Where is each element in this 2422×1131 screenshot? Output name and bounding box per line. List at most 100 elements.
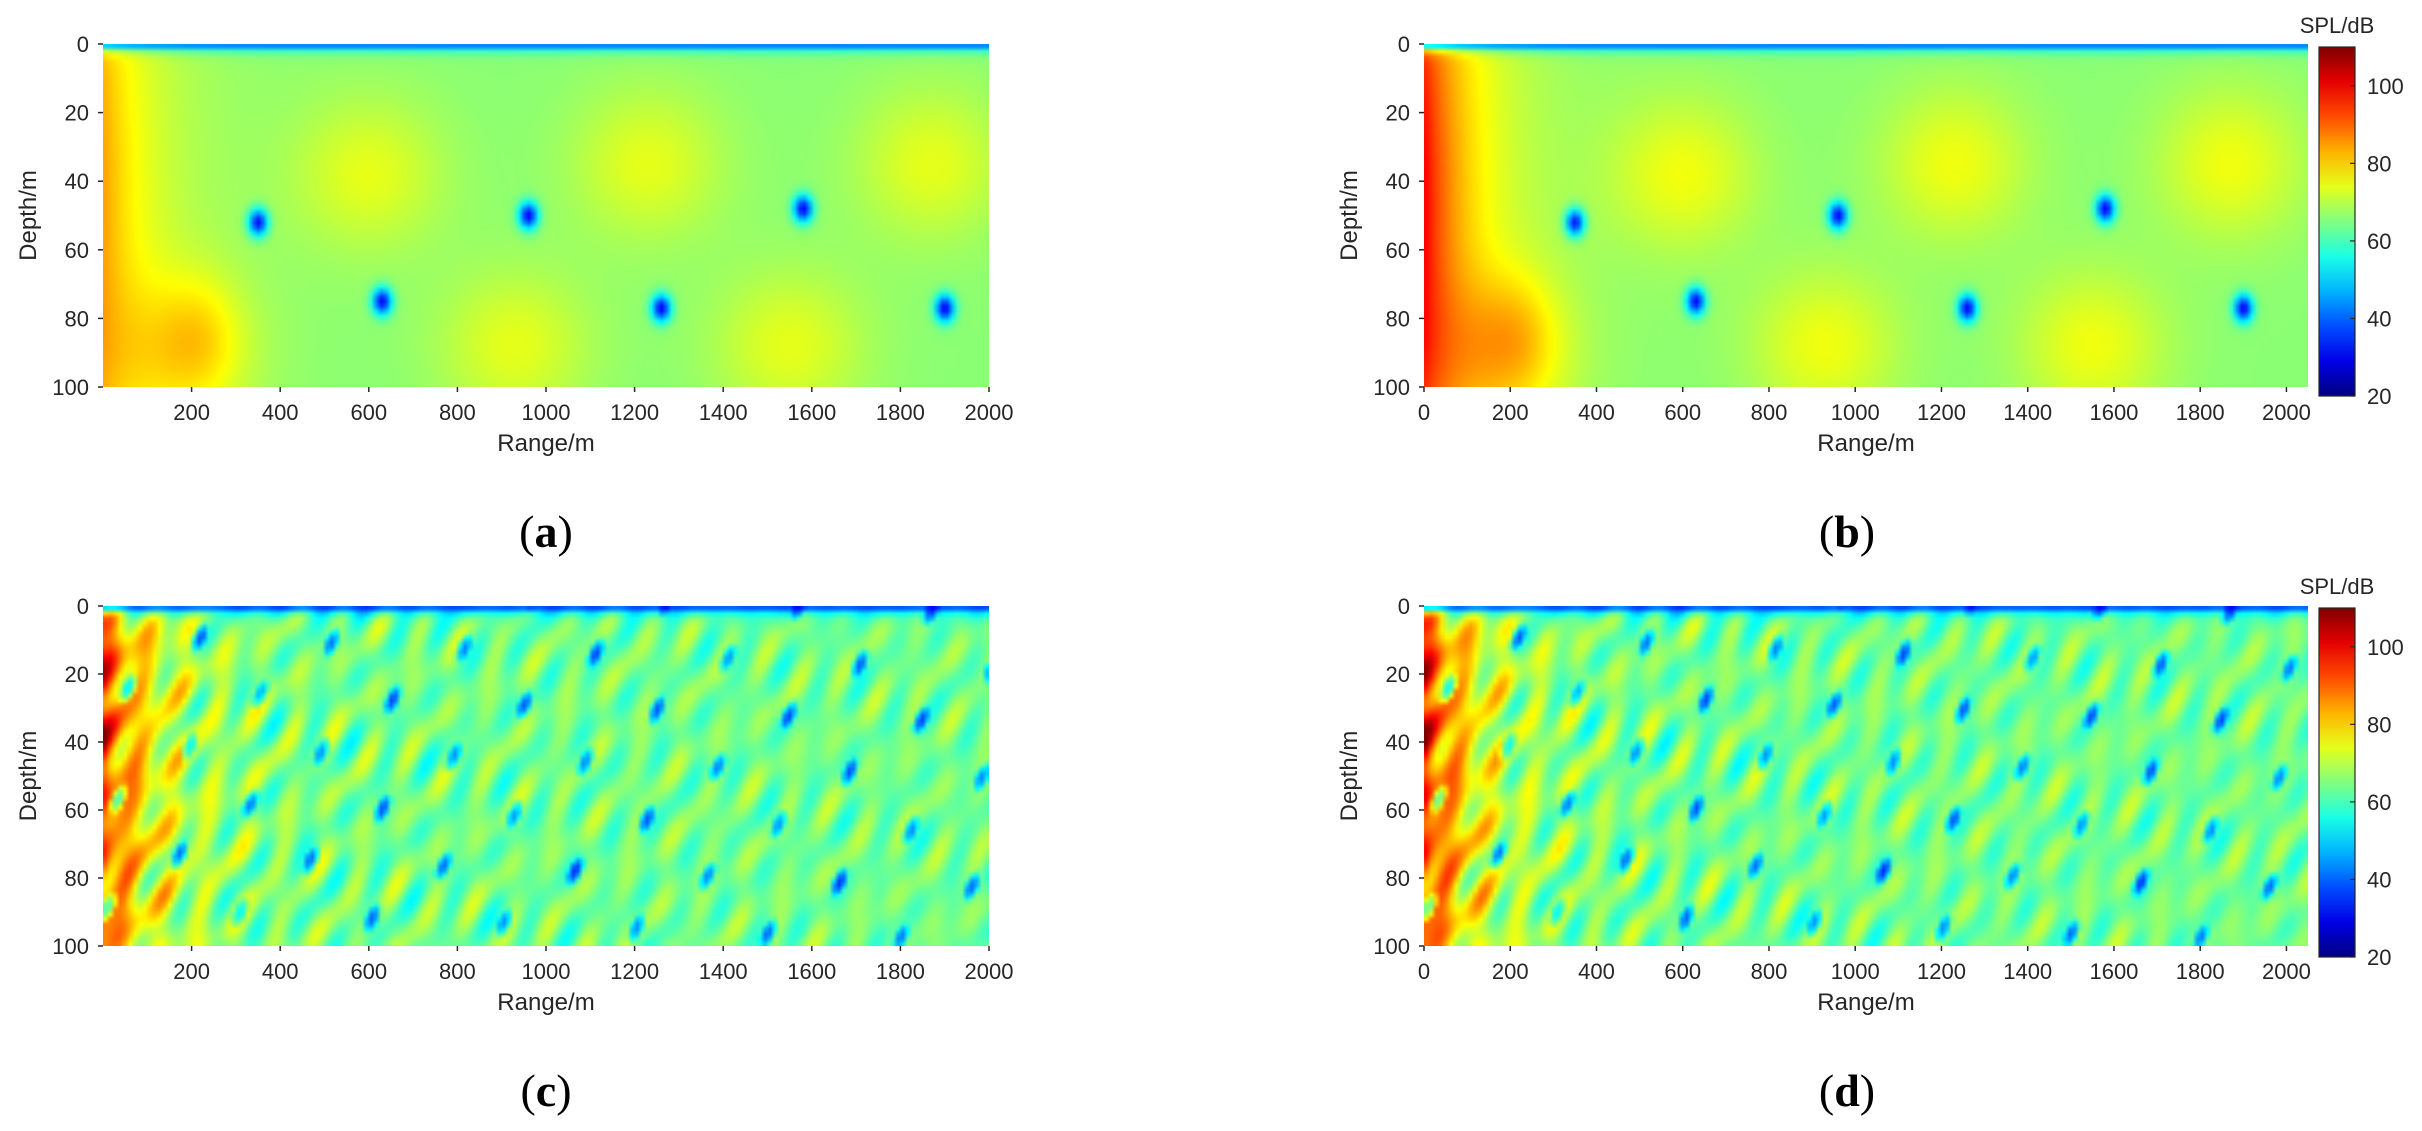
x-tick-label: 600: [350, 400, 387, 425]
x-tick-label: 1600: [2089, 959, 2138, 984]
colorbar-tick-label: 80: [2367, 712, 2391, 737]
x-tick-label: 800: [439, 400, 476, 425]
y-tick-label: 60: [65, 238, 89, 263]
y-tick-label: 100: [1373, 375, 1410, 400]
y-axis-label: Depth/m: [1336, 170, 1363, 261]
panel-caption: (d): [1819, 1065, 1875, 1116]
y-tick-label: 60: [1386, 798, 1410, 823]
x-tick-label: 1000: [1831, 400, 1880, 425]
y-tick-label: 0: [1398, 594, 1410, 619]
x-tick-label: 800: [1751, 959, 1788, 984]
panel-c: 0 20 40 60 80 100 200 400 600 800 1000 1200 1400 1600…: [15, 594, 1013, 1116]
x-tick-label: 800: [1751, 400, 1788, 425]
x-tick-label: 1000: [522, 959, 571, 984]
colorbar-tick-label: 100: [2367, 74, 2404, 99]
x-tick-label: 400: [262, 959, 299, 984]
panel-caption: (c): [520, 1065, 571, 1116]
x-axis-label: Range/m: [1817, 430, 1914, 457]
x-tick-label: 1600: [787, 959, 836, 984]
x-tick-label: 200: [173, 400, 210, 425]
x-tick-label: 1200: [1917, 959, 1966, 984]
y-tick-label: 80: [65, 306, 89, 331]
x-tick-label: 1000: [522, 400, 571, 425]
x-tick-label: 1800: [2176, 959, 2225, 984]
x-tick-label: 1200: [610, 400, 659, 425]
panel-caption: (b): [1819, 506, 1875, 557]
x-tick-label: 800: [439, 959, 476, 984]
y-tick-label: 80: [1386, 866, 1410, 891]
x-tick-label: 400: [1578, 400, 1615, 425]
heatmap-c: [103, 606, 989, 946]
x-tick-label: 1800: [876, 959, 925, 984]
x-tick-label: 2000: [2262, 959, 2311, 984]
y-tick-label: 20: [1386, 101, 1410, 126]
x-tick-label: 600: [1664, 959, 1701, 984]
colorbar-b: [2318, 46, 2356, 397]
colorbar-tick-label: 20: [2367, 945, 2391, 970]
y-axis-label: Depth/m: [15, 170, 42, 261]
x-tick-label: 200: [173, 959, 210, 984]
x-tick-label: 2000: [965, 400, 1014, 425]
x-tick-label: 400: [262, 400, 299, 425]
x-tick-label: 0: [1418, 400, 1430, 425]
y-tick-label: 40: [1386, 730, 1410, 755]
x-tick-label: 2000: [965, 959, 1014, 984]
x-tick-label: 1400: [699, 400, 748, 425]
panel-caption: (a): [519, 506, 573, 557]
y-tick-label: 60: [65, 798, 89, 823]
panel-a: 0 20 40 60 80 100 200 400 600 800 1000 1200 1400 1600…: [15, 32, 1013, 557]
y-tick-label: 40: [1386, 169, 1410, 194]
x-tick-label: 2000: [2262, 400, 2311, 425]
y-tick-label: 80: [1386, 306, 1410, 331]
colorbar-tick-label: 60: [2367, 790, 2391, 815]
colorbar-tick-label: 40: [2367, 306, 2391, 331]
colorbar-tick-label: 80: [2367, 151, 2391, 176]
colorbar-tick-label: 100: [2367, 635, 2404, 660]
x-tick-label: 200: [1492, 400, 1529, 425]
colorbar-title: SPL/dB: [2300, 13, 2375, 38]
y-tick-label: 0: [77, 32, 89, 57]
y-tick-label: 40: [65, 169, 89, 194]
x-tick-label: 200: [1492, 959, 1529, 984]
x-tick-label: 1200: [1917, 400, 1966, 425]
x-tick-label: 600: [350, 959, 387, 984]
colorbar-tick-label: 20: [2367, 384, 2391, 409]
x-axis-label: Range/m: [1817, 989, 1914, 1016]
heatmap-b: [1424, 44, 2308, 387]
y-tick-label: 20: [65, 101, 89, 126]
colorbar-tick-label: 40: [2367, 867, 2391, 892]
x-axis-label: Range/m: [497, 430, 594, 457]
x-tick-label: 1600: [2089, 400, 2138, 425]
y-tick-label: 100: [52, 934, 89, 959]
y-tick-label: 100: [1373, 934, 1410, 959]
y-tick-label: 80: [65, 866, 89, 891]
heatmap-d: [1424, 606, 2308, 946]
x-tick-label: 1800: [2176, 400, 2225, 425]
x-tick-label: 1400: [699, 959, 748, 984]
y-axis-label: Depth/m: [15, 731, 42, 822]
x-tick-label: 1000: [1831, 959, 1880, 984]
x-tick-label: 0: [1418, 959, 1430, 984]
y-tick-label: 40: [65, 730, 89, 755]
y-tick-label: 100: [52, 375, 89, 400]
y-tick-label: 0: [77, 594, 89, 619]
x-tick-label: 400: [1578, 959, 1615, 984]
y-axis-label: Depth/m: [1336, 731, 1363, 822]
y-tick-label: 20: [65, 662, 89, 687]
colorbar-title: SPL/dB: [2300, 574, 2375, 599]
y-tick-label: 0: [1398, 32, 1410, 57]
colorbar-d: [2318, 607, 2356, 958]
y-tick-label: 60: [1386, 238, 1410, 263]
x-tick-label: 1600: [787, 400, 836, 425]
x-tick-label: 1200: [610, 959, 659, 984]
x-axis-label: Range/m: [497, 989, 594, 1016]
colorbar-tick-label: 60: [2367, 229, 2391, 254]
y-tick-label: 20: [1386, 662, 1410, 687]
x-tick-label: 1800: [876, 400, 925, 425]
x-tick-label: 1400: [2003, 959, 2052, 984]
heatmap-a: [103, 44, 989, 387]
x-tick-label: 600: [1664, 400, 1701, 425]
x-tick-label: 1400: [2003, 400, 2052, 425]
